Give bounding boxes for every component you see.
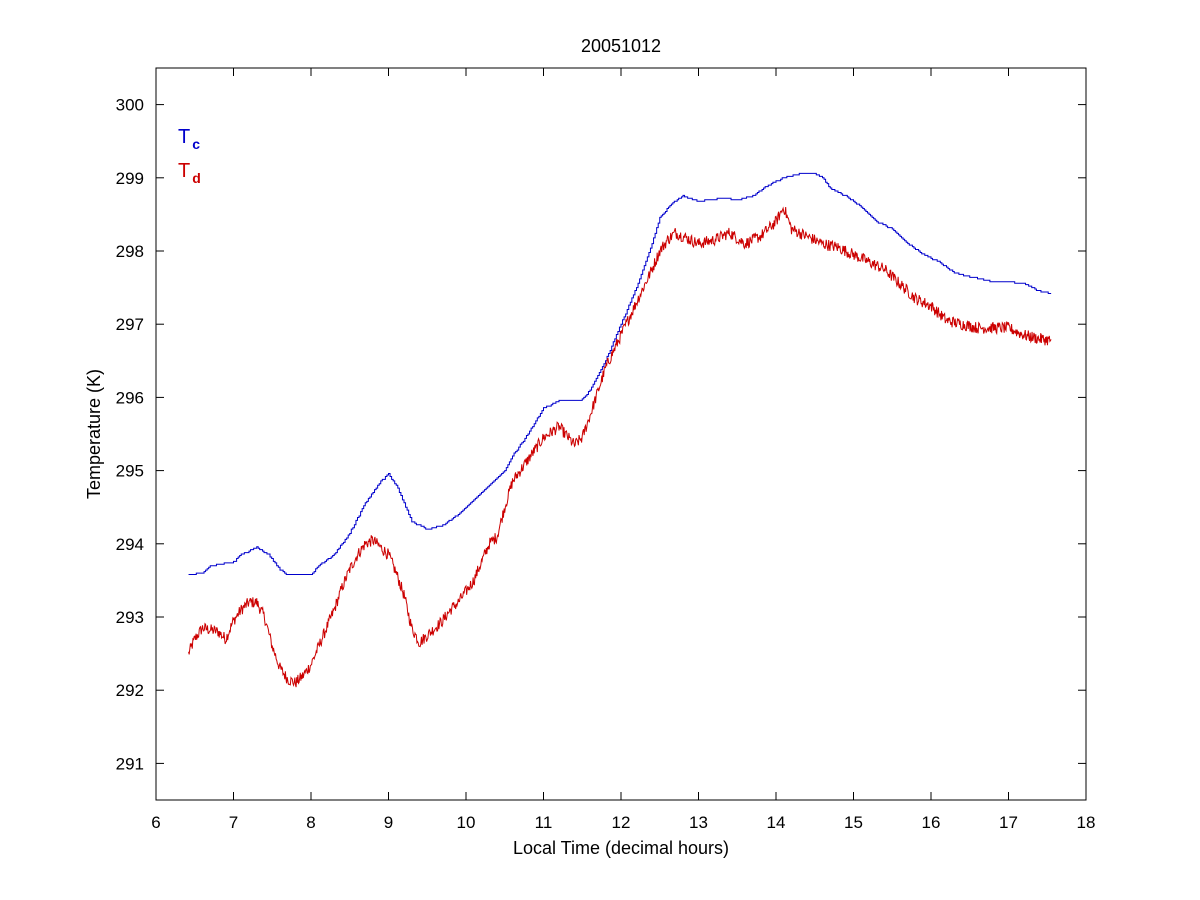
- y-tick-label: 299: [116, 169, 144, 188]
- x-tick-label: 10: [457, 813, 476, 832]
- y-tick-label: 295: [116, 462, 144, 481]
- y-tick-label: 296: [116, 388, 144, 407]
- x-axis-label: Local Time (decimal hours): [513, 838, 729, 858]
- y-tick-label: 291: [116, 754, 144, 773]
- x-tick-label: 8: [306, 813, 315, 832]
- legend-subscript: d: [192, 170, 201, 186]
- x-tick-label: 11: [535, 813, 553, 832]
- y-tick-label: 297: [116, 315, 144, 334]
- x-tick-label: 6: [151, 813, 160, 832]
- y-tick-label: 292: [116, 681, 144, 700]
- plot-area: 6 7 8 9 10 11 12 13 14 15 16 17 18 29129229329429529…: [116, 67, 1095, 832]
- y-tick-label: 300: [116, 96, 144, 115]
- series-line-Tc: [188, 172, 1052, 576]
- x-tick-label: 18: [1077, 813, 1096, 832]
- x-tick-label: 9: [384, 813, 393, 832]
- y-axis-label: Temperature (K): [84, 369, 104, 499]
- x-tick-label: 16: [922, 813, 941, 832]
- chart-title: 20051012: [581, 36, 661, 56]
- x-tick-label: 12: [612, 813, 631, 832]
- series-line-Td: [188, 206, 1052, 688]
- x-axis-ticks: 6 7 8 9 10 11 12 13 14 15 16 17 18: [151, 68, 1095, 832]
- y-tick-label: 293: [116, 608, 144, 627]
- y-tick-label: 294: [116, 535, 144, 554]
- y-axis-ticks: 291 292 293 294 295 296 297 298 299 300: [116, 96, 1086, 773]
- series-layer: [188, 172, 1052, 688]
- x-tick-label: 14: [767, 813, 786, 832]
- x-tick-label: 15: [844, 813, 863, 832]
- legend-subscript: c: [192, 136, 200, 152]
- legend-symbol: T: [178, 160, 190, 182]
- y-tick-label: 298: [116, 242, 144, 261]
- x-tick-label: 13: [689, 813, 708, 832]
- legend-symbol: T: [178, 126, 190, 148]
- x-tick-label: 17: [999, 813, 1018, 832]
- x-tick-label: 7: [229, 813, 238, 832]
- axes-box: [155, 67, 1087, 801]
